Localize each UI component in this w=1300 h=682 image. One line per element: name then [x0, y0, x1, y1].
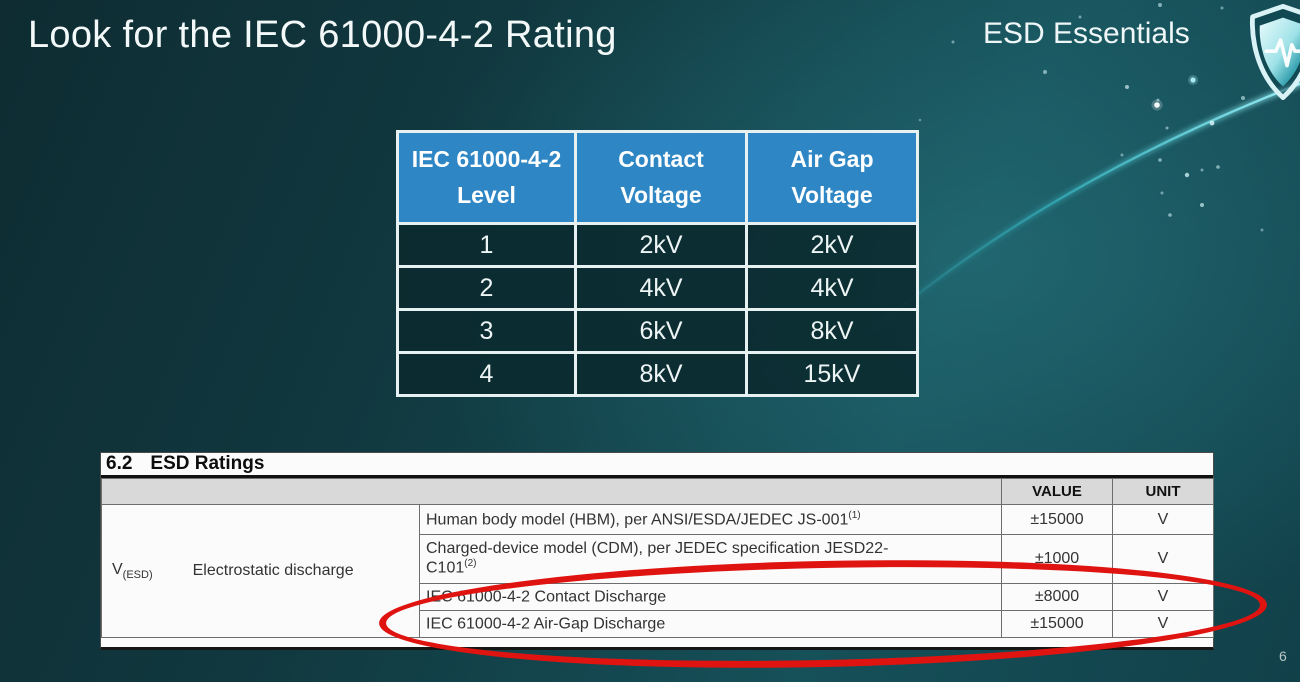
iec-contact-cell: 4kV: [574, 265, 748, 311]
spec-value: ±15000: [1001, 610, 1113, 638]
iec-airgap-cell: 2kV: [745, 222, 919, 268]
iec-header-row: IEC 61000-4-2 Level Contact Voltage Air …: [396, 130, 919, 225]
iec-level-cell: 1: [396, 222, 577, 268]
page-number: 6: [1279, 648, 1287, 664]
iec-contact-cell: 2kV: [574, 222, 748, 268]
parameter-cell: V(ESD) Electrostatic discharge: [101, 504, 420, 638]
spec-description-airgap: IEC 61000-4-2 Air-Gap Discharge: [419, 610, 1002, 638]
spec-description-contact: IEC 61000-4-2 Contact Discharge: [419, 583, 1002, 611]
iec-contact-cell: 6kV: [574, 308, 748, 354]
spec-description-hbm: Human body model (HBM), per ANSI/ESDA/JE…: [419, 504, 1002, 535]
iec-airgap-cell: 4kV: [745, 265, 919, 311]
datasheet-header-value: VALUE: [1001, 478, 1113, 505]
table-row: 4 8kV 15kV: [396, 351, 919, 397]
iec-header-contact-voltage: Contact Voltage: [574, 130, 748, 225]
iec-contact-cell: 8kV: [574, 351, 748, 397]
spec-description-cdm: Charged-device model (CDM), per JEDEC sp…: [419, 534, 1002, 584]
iec-airgap-cell: 15kV: [745, 351, 919, 397]
iec-header-level: IEC 61000-4-2 Level: [396, 130, 577, 225]
parameter-name: Electrostatic discharge: [192, 562, 354, 579]
table-row: 3 6kV 8kV: [396, 308, 919, 354]
spec-unit: V: [1112, 610, 1214, 638]
spec-value: ±15000: [1001, 504, 1113, 535]
table-row: Charged-device model (CDM), per JEDEC sp…: [102, 534, 1214, 584]
slide-title: Look for the IEC 61000-4-2 Rating: [28, 14, 617, 56]
datasheet-table: VALUE UNIT V(ESD) Electrostatic discharg…: [101, 478, 1214, 638]
datasheet-header-row: VALUE UNIT: [101, 478, 1214, 505]
iec-airgap-cell: 8kV: [745, 308, 919, 354]
iec-level-cell: 2: [396, 265, 577, 311]
spec-value: ±1000: [1001, 534, 1113, 584]
iec-header-airgap-voltage: Air Gap Voltage: [745, 130, 919, 225]
iec-level-cell: 4: [396, 351, 577, 397]
spec-unit: V: [1112, 534, 1214, 584]
swoosh-curve: [855, 80, 1300, 345]
table-row: 2 4kV 4kV: [396, 265, 919, 311]
shield-pulse-icon: [1249, 4, 1300, 100]
section-name: ESD Ratings: [150, 453, 265, 474]
iec-rating-table: IEC 61000-4-2 Level Contact Voltage Air …: [396, 130, 919, 397]
datasheet-header-unit: UNIT: [1112, 478, 1214, 505]
table-row: IEC 61000-4-2 Contact Discharge ±8000 V: [102, 583, 1214, 611]
section-number: 6.2: [106, 453, 133, 474]
star-particles: [918, 3, 1287, 232]
table-row: V(ESD) Electrostatic discharge Human bod…: [101, 504, 1214, 638]
datasheet-panel: 6.2 ESD Ratings VALUE UNIT V(ESD) Electr…: [100, 452, 1214, 650]
datasheet-header-blank: [101, 478, 1002, 505]
table-row: 1 2kV 2kV: [396, 222, 919, 268]
iec-level-cell: 3: [396, 308, 577, 354]
spec-unit: V: [1112, 504, 1214, 535]
datasheet-section-title: 6.2 ESD Ratings: [101, 453, 1213, 478]
brand-title: ESD Essentials: [983, 17, 1190, 50]
table-row: IEC 61000-4-2 Air-Gap Discharge ±15000 V: [102, 610, 1214, 638]
parameter-symbol: V(ESD): [112, 560, 153, 582]
